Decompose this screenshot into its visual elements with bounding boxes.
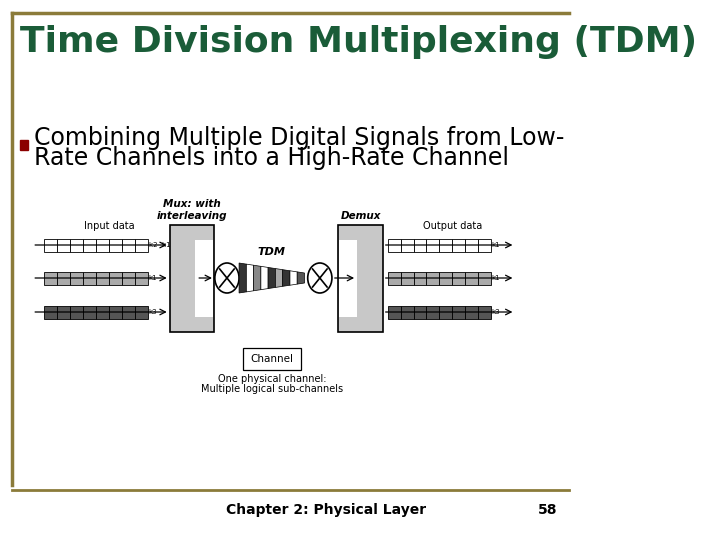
Bar (84, 272, 96, 285)
Bar (413, 239, 426, 252)
Bar (243, 348, 301, 370)
Text: TDM: TDM (258, 247, 286, 257)
Bar (439, 306, 452, 319)
Bar (122, 239, 135, 252)
Polygon shape (246, 264, 253, 292)
Text: Demux: Demux (341, 211, 381, 221)
Bar (71, 239, 84, 252)
Bar (465, 306, 478, 319)
Bar (465, 239, 478, 252)
Bar (84, 306, 96, 319)
Text: Channel: Channel (251, 354, 293, 364)
Bar (135, 306, 148, 319)
Bar (426, 239, 439, 252)
Bar (71, 306, 84, 319)
Bar (45, 239, 58, 252)
Bar (109, 239, 122, 252)
Bar (478, 272, 491, 285)
Bar (135, 239, 148, 252)
Bar (71, 272, 84, 285)
Text: k1: k1 (492, 242, 500, 248)
Text: k1: k1 (492, 275, 500, 281)
Bar (426, 272, 439, 285)
Polygon shape (253, 265, 261, 291)
Bar (195, 240, 213, 317)
Bar (452, 272, 465, 285)
Bar (426, 306, 439, 319)
Bar (122, 306, 135, 319)
Polygon shape (290, 271, 297, 285)
Bar (478, 239, 491, 252)
Text: Multiple logical sub-channels: Multiple logical sub-channels (201, 384, 343, 394)
Bar (400, 272, 413, 285)
Bar (387, 272, 400, 285)
Bar (58, 272, 71, 285)
Bar (413, 306, 426, 319)
Bar (45, 306, 58, 319)
Bar (452, 239, 465, 252)
Bar (170, 225, 214, 332)
Bar (45, 272, 58, 285)
Bar (20, 140, 28, 150)
Text: Input data: Input data (84, 221, 135, 231)
Polygon shape (283, 269, 290, 286)
Bar (465, 272, 478, 285)
Bar (339, 240, 357, 317)
Bar (387, 239, 400, 252)
Bar (135, 272, 148, 285)
Bar (387, 306, 400, 319)
Polygon shape (261, 266, 268, 289)
Text: Time Division Multiplexing (TDM): Time Division Multiplexing (TDM) (20, 25, 697, 59)
Bar (122, 272, 135, 285)
Polygon shape (239, 263, 246, 293)
Bar (58, 306, 71, 319)
Bar (109, 272, 122, 285)
Bar (439, 239, 452, 252)
Polygon shape (297, 272, 305, 284)
Bar (96, 272, 109, 285)
Text: Output data: Output data (423, 221, 482, 231)
Text: 58: 58 (538, 503, 557, 517)
Bar (109, 306, 122, 319)
Text: Chapter 2: Physical Layer: Chapter 2: Physical Layer (226, 503, 426, 517)
Text: k3: k3 (148, 309, 157, 315)
Bar (400, 306, 413, 319)
Text: One physical channel:: One physical channel: (217, 374, 326, 384)
Text: k2  k1: k2 k1 (148, 242, 170, 248)
Bar (400, 239, 413, 252)
Circle shape (215, 263, 239, 293)
Text: k3: k3 (492, 309, 500, 315)
Text: Rate Channels into a High-Rate Channel: Rate Channels into a High-Rate Channel (34, 146, 509, 170)
Bar (413, 272, 426, 285)
Bar (478, 306, 491, 319)
Circle shape (307, 263, 332, 293)
Polygon shape (268, 267, 276, 288)
Text: Combining Multiple Digital Signals from Low-: Combining Multiple Digital Signals from … (34, 126, 564, 150)
Bar (58, 239, 71, 252)
Polygon shape (276, 268, 283, 287)
Bar (439, 272, 452, 285)
Bar (338, 225, 383, 332)
Text: k1: k1 (148, 275, 157, 281)
Bar (96, 239, 109, 252)
Text: Mux: with
interleaving: Mux: with interleaving (156, 199, 227, 221)
Bar (84, 239, 96, 252)
Bar (96, 306, 109, 319)
Bar (452, 306, 465, 319)
